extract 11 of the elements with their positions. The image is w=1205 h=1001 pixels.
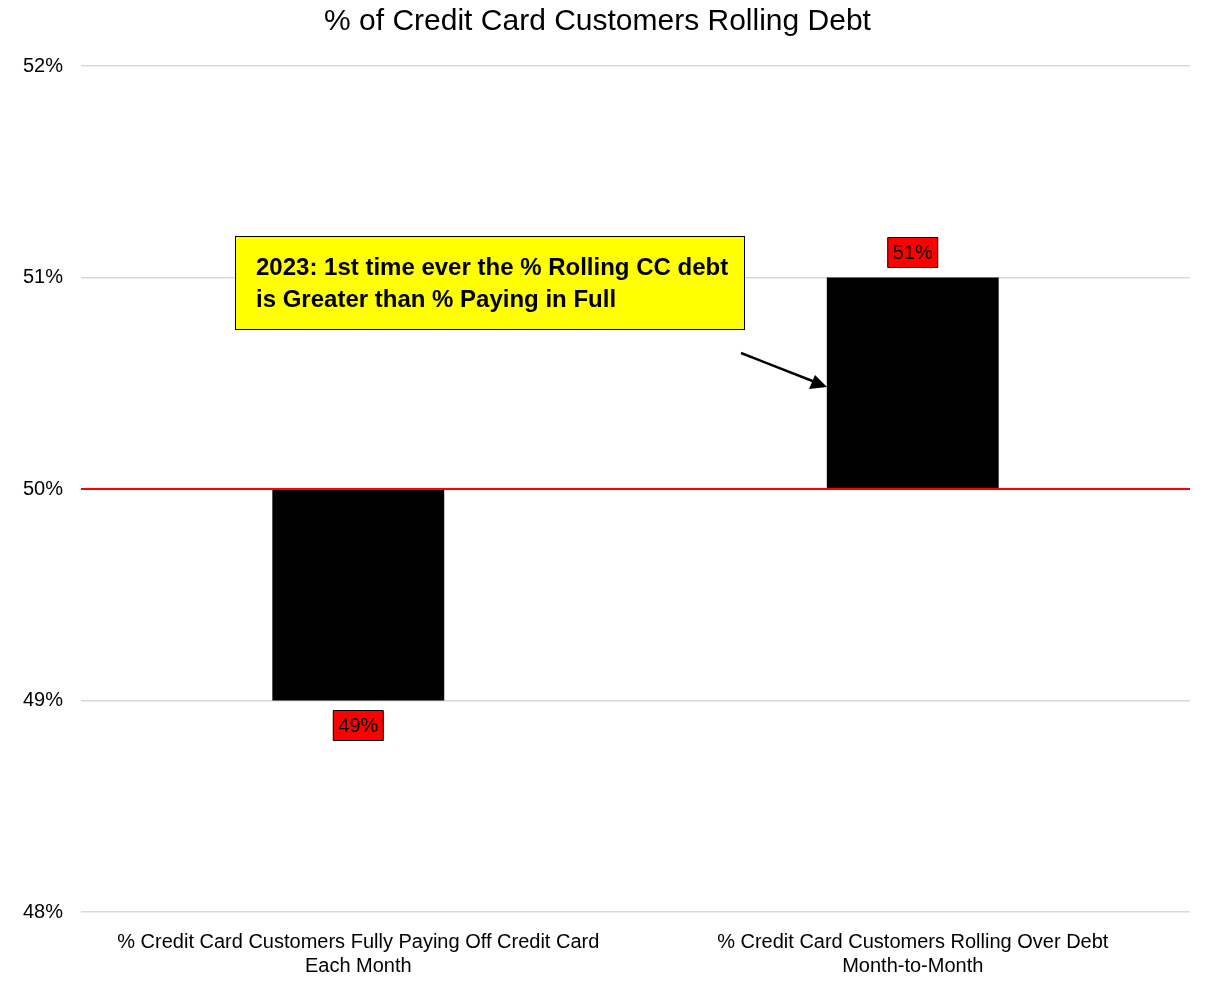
y-tick-label: 49%	[23, 688, 64, 711]
x-tick-label: % Credit Card Customers Fully Paying Off Credit Card Each Month	[117, 929, 600, 976]
y-tick-label: 50%	[23, 476, 64, 499]
y-tick-label: 51%	[23, 265, 64, 288]
chart-title: % of Credit Card Customers Rolling Debt	[324, 3, 872, 37]
data-label: 51%	[892, 241, 933, 264]
y-tick-label: 52%	[23, 53, 64, 76]
annotation: 2023: 1st time ever the % Rolling CC debt is Greater than % Paying in Full	[235, 236, 745, 330]
y-tick-label: 48%	[23, 899, 64, 922]
x-tick-label: % Credit Card Customers Rolling Over Debt Month-to-Month	[717, 929, 1109, 976]
data-label: 49%	[338, 714, 379, 737]
